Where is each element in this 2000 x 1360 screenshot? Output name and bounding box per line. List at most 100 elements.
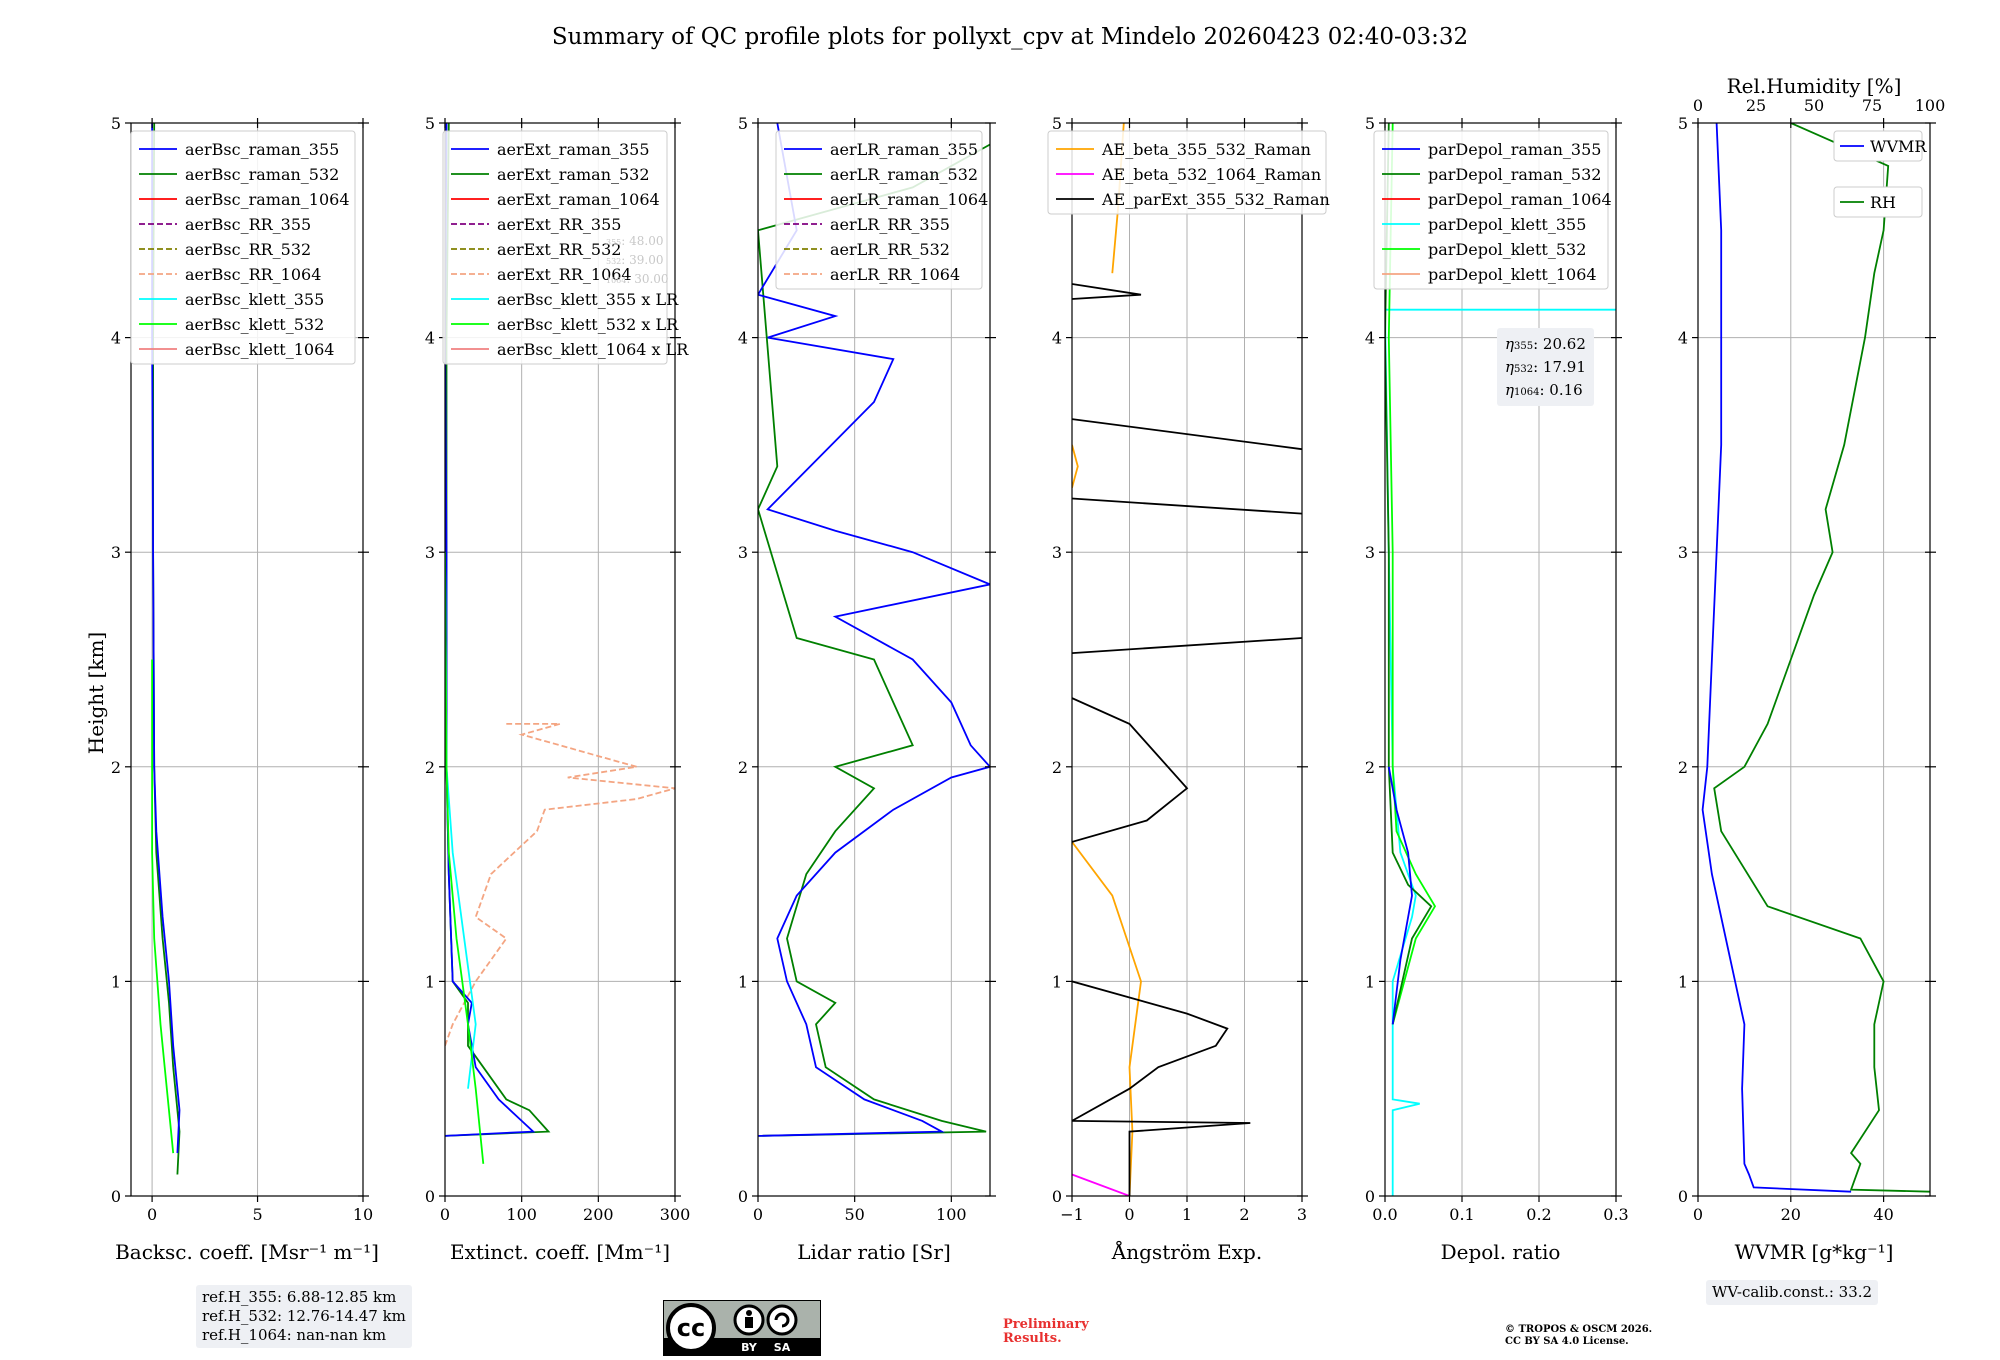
y-tick-label: 2 bbox=[1678, 758, 1688, 777]
x-axis-label: WVMR [g*kg⁻¹] bbox=[1735, 1240, 1894, 1264]
y-tick-label: 0 bbox=[111, 1187, 121, 1206]
y-tick-label: 1 bbox=[738, 972, 748, 991]
x-tick-label: 100 bbox=[936, 1205, 967, 1224]
series-aerLR_raman_532 bbox=[758, 143, 990, 1137]
legend-box bbox=[1373, 130, 1609, 290]
y-tick-label: 2 bbox=[738, 758, 748, 777]
legend-label: aerExt_RR_1064 bbox=[497, 265, 632, 284]
y-tick-label: 0 bbox=[1678, 1187, 1688, 1206]
x-tick-label: 2 bbox=[1239, 1205, 1249, 1224]
x-tick-label: 0 bbox=[753, 1205, 763, 1224]
eta-label: η532: 17.91 bbox=[1505, 358, 1586, 376]
series-group bbox=[1385, 123, 1616, 1196]
figure-title: Summary of QC profile plots for pollyxt_… bbox=[552, 24, 1468, 50]
legend-label: WVMR bbox=[1870, 137, 1927, 156]
legend: aerExt_raman_355 aerExt_raman_532 aerExt_r… bbox=[442, 130, 689, 365]
legend-label: aerExt_raman_1064 bbox=[497, 190, 660, 209]
panel-extinction: 0 100 200 300 0 1 2 3 4 5 Extinct. coeff. [Mm⁻¹] ae… bbox=[425, 114, 690, 1264]
plot-frame bbox=[1697, 122, 1931, 1197]
x-tick-label: −1 bbox=[1060, 1205, 1084, 1224]
cc-icon bbox=[666, 1303, 716, 1353]
legend-label: aerLR_RR_532 bbox=[830, 240, 950, 259]
x-tick-label: 0.0 bbox=[1372, 1205, 1397, 1224]
x2-tick-label: 0 bbox=[1693, 96, 1703, 115]
x-axis-label: Extinct. coeff. [Mm⁻¹] bbox=[450, 1240, 670, 1264]
series-group bbox=[758, 123, 990, 1137]
legend-entry-RH: RH bbox=[1833, 186, 1923, 218]
legend-label: aerBsc_klett_1064 x LR bbox=[497, 340, 689, 359]
x-tick-label: 5 bbox=[252, 1205, 262, 1224]
y-tick-label: 2 bbox=[1052, 758, 1062, 777]
x-tick-label: 0.1 bbox=[1449, 1205, 1474, 1224]
y-tick-label: 3 bbox=[738, 543, 748, 562]
badge-sa-text: SA bbox=[774, 1341, 791, 1354]
legend-box bbox=[1047, 130, 1327, 215]
series-aerBsc_klett_532 bbox=[151, 659, 175, 1154]
y-tick-label: 4 bbox=[1678, 329, 1688, 348]
legend-label: aerBsc_RR_532 bbox=[185, 240, 311, 259]
legend-label: parDepol_klett_1064 bbox=[1428, 265, 1597, 284]
preliminary-results-note: Preliminary Results. bbox=[1003, 1318, 1089, 1346]
series-aerExt_RR_1064 bbox=[445, 723, 675, 1047]
ref-height-532: ref.H_532: 12.76-14.47 km bbox=[202, 1307, 406, 1325]
series-AE_beta_355_532_Raman bbox=[1072, 444, 1079, 489]
x-axis-label: Ångström Exp. bbox=[1111, 1239, 1262, 1264]
plot-frame bbox=[444, 122, 676, 1197]
x-tick-label: 100 bbox=[506, 1205, 537, 1224]
y-tick-label: 1 bbox=[1678, 972, 1688, 991]
series-AE_parExt_355_532_Raman bbox=[1072, 497, 1302, 515]
copyright-line-1: © TROPOS & OSCM 2026. bbox=[1505, 1324, 1653, 1335]
legend-label: aerLR_raman_1064 bbox=[830, 190, 988, 209]
legend-label: aerExt_RR_532 bbox=[497, 240, 621, 259]
series-AE_parExt_355_532_Raman bbox=[1072, 697, 1189, 843]
ref-height-1064: ref.H_1064: nan-nan km bbox=[202, 1326, 387, 1344]
y-tick-label: 2 bbox=[111, 758, 121, 777]
legend-label: aerBsc_RR_355 bbox=[185, 215, 311, 234]
legend-label: aerExt_raman_532 bbox=[497, 165, 650, 184]
y-tick-label: 4 bbox=[425, 329, 435, 348]
legend: aerLR_raman_355 aerLR_raman_532 aerLR_rama… bbox=[775, 130, 988, 290]
series-aerExt_raman_355 bbox=[445, 123, 536, 1137]
legend-label: aerLR_raman_532 bbox=[830, 165, 978, 184]
y-tick-label: 2 bbox=[1365, 758, 1375, 777]
series-AE_parExt_355_532_Raman bbox=[1072, 418, 1302, 451]
series-group bbox=[151, 123, 181, 1175]
y-tick-label: 5 bbox=[1365, 114, 1375, 133]
legend-label: aerBsc_klett_1064 bbox=[185, 340, 334, 359]
legend-box bbox=[1833, 186, 1923, 218]
legend-label: aerBsc_klett_532 bbox=[185, 315, 324, 334]
legend-label: aerLR_RR_355 bbox=[830, 215, 950, 234]
wv-calibration-text: WV-calib.const.: 33.2 bbox=[1712, 1283, 1873, 1301]
legend-label: aerBsc_klett_355 x LR bbox=[497, 290, 679, 309]
x2-tick-label: 50 bbox=[1804, 96, 1824, 115]
panel-depolarization: 0.0 0.1 0.2 0.3 0 1 2 3 4 5 Depol. ratio parDepol_r… bbox=[1365, 114, 1629, 1264]
legend-label: aerBsc_raman_532 bbox=[185, 165, 339, 184]
x-tick-label: 0.2 bbox=[1526, 1205, 1551, 1224]
cc-logo-text: cc bbox=[677, 1314, 705, 1342]
x-tick-label: 0 bbox=[147, 1205, 157, 1224]
legend-box bbox=[130, 130, 356, 365]
y-tick-label: 0 bbox=[425, 1187, 435, 1206]
legend-box bbox=[1833, 130, 1923, 162]
legend-box bbox=[442, 130, 668, 365]
series-group bbox=[1701, 123, 1930, 1193]
series-AE_beta_532_1064_Raman bbox=[1072, 1173, 1130, 1196]
legend-label: aerBsc_klett_355 bbox=[185, 290, 324, 309]
y-tick-label: 1 bbox=[111, 972, 121, 991]
series-AE_parExt_355_532_Raman bbox=[1072, 283, 1142, 300]
series-WVMR bbox=[1701, 123, 1852, 1193]
series-AE_beta_355_532_Raman bbox=[1072, 841, 1142, 1196]
y-tick-label: 2 bbox=[425, 758, 435, 777]
legend-label: aerBsc_raman_355 bbox=[185, 140, 339, 159]
x2-tick-label: 25 bbox=[1746, 96, 1766, 115]
x-tick-label: 0 bbox=[440, 1205, 450, 1224]
series-parDepol_raman_532 bbox=[1385, 123, 1433, 1025]
panel-lidar_ratio: 0 50 100 0 1 2 3 4 5 Lidar ratio [Sr] aerLR_raman_… bbox=[738, 114, 996, 1264]
legend-label: aerBsc_RR_1064 bbox=[185, 265, 321, 284]
series-AE_parExt_355_532_Raman bbox=[1072, 980, 1251, 1196]
legend: parDepol_raman_355 parDepol_raman_532 parD… bbox=[1373, 130, 1612, 290]
lidar-ratio-label: 1064: 30.00 bbox=[606, 272, 669, 286]
